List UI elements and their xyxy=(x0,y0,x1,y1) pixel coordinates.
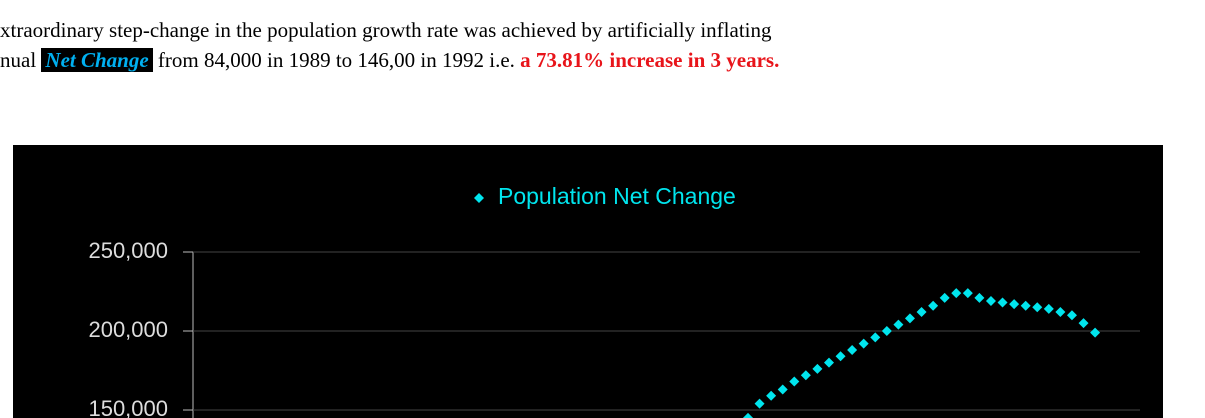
point xyxy=(904,313,915,324)
intro-line: xtraordinary step-change in the populati… xyxy=(0,18,771,43)
point xyxy=(1078,318,1089,329)
point xyxy=(1090,327,1101,338)
y-tick-label: 200,000 xyxy=(88,317,168,342)
point xyxy=(858,338,869,349)
point xyxy=(928,300,939,311)
legend-marker xyxy=(474,193,484,203)
point xyxy=(974,292,985,303)
point xyxy=(1043,303,1054,314)
point xyxy=(847,344,858,355)
text: nual xyxy=(0,48,37,72)
intro-line: nual Net Change from 84,000 in 1989 to 1… xyxy=(0,48,779,73)
point xyxy=(766,390,777,401)
highlight: Net Change xyxy=(41,48,153,72)
text: from 84,000 in 1989 to 146,00 in 1992 i.… xyxy=(157,48,515,72)
point xyxy=(997,297,1008,308)
point xyxy=(743,412,753,418)
chart-title: Population Net Change xyxy=(498,183,736,209)
point xyxy=(800,370,811,381)
point xyxy=(939,292,950,303)
point xyxy=(916,307,927,318)
point xyxy=(1066,310,1077,321)
point xyxy=(1020,300,1031,311)
point xyxy=(812,363,823,374)
point xyxy=(870,332,881,343)
emphasis: a 73.81% increase in 3 years. xyxy=(520,48,780,72)
point xyxy=(985,295,996,306)
point xyxy=(881,326,892,336)
y-tick-label: 150,000 xyxy=(88,396,168,418)
point xyxy=(777,384,788,395)
point xyxy=(1055,307,1066,318)
point xyxy=(962,288,973,299)
text: xtraordinary step-change in the populati… xyxy=(0,18,772,42)
point xyxy=(789,376,800,387)
chart-background xyxy=(13,145,1163,418)
point xyxy=(951,288,962,299)
y-tick-label: 250,000 xyxy=(88,238,168,263)
point xyxy=(1009,299,1020,310)
point xyxy=(823,357,834,368)
point xyxy=(754,398,765,409)
point xyxy=(893,319,904,330)
point xyxy=(1032,302,1043,313)
point xyxy=(835,351,846,362)
